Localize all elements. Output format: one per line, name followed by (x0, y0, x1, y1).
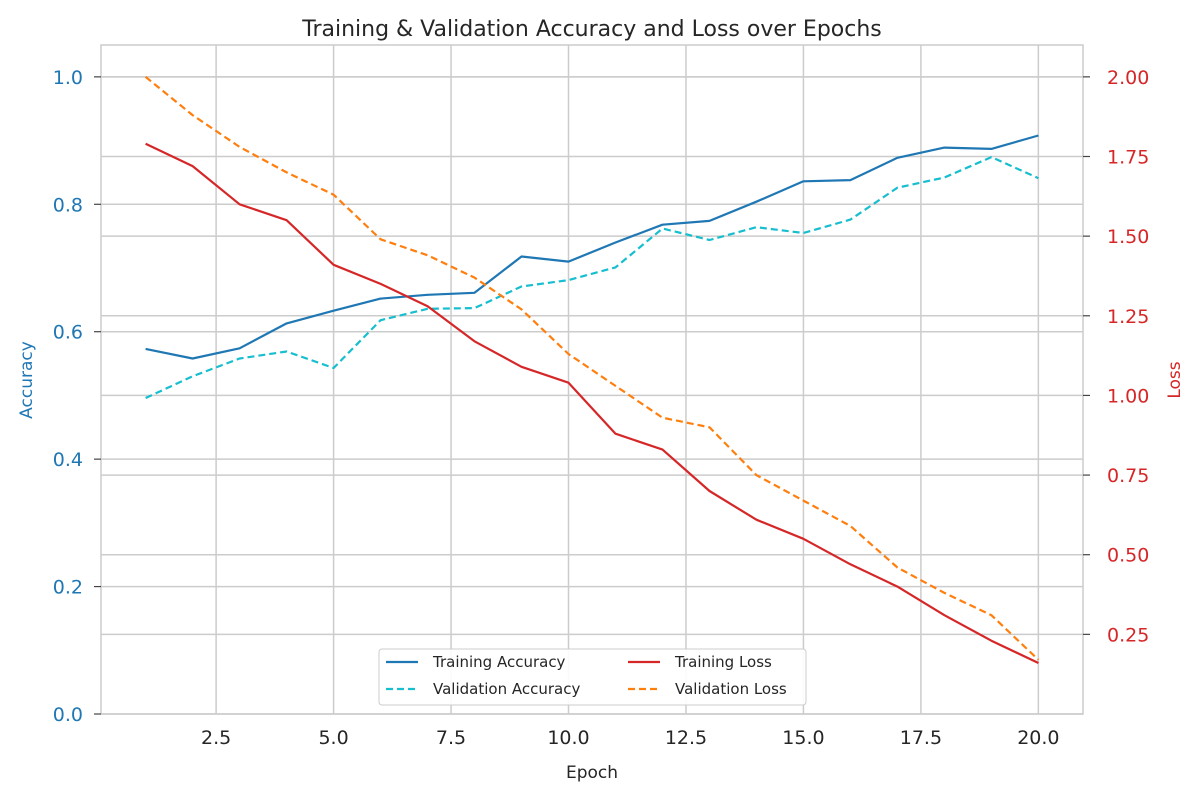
legend-label-validation-accuracy: Validation Accuracy (433, 680, 580, 698)
y-right-tick-label: 0.50 (1107, 545, 1149, 567)
y-right-tick-label: 0.25 (1107, 624, 1149, 646)
y-right-tick-label: 1.00 (1107, 385, 1149, 407)
y-left-tick-label: 0.4 (53, 449, 83, 471)
y-left-tick-label: 1.0 (53, 67, 83, 89)
y-right-tick-label: 1.50 (1107, 226, 1149, 248)
y-right-tick-label: 1.75 (1107, 147, 1149, 169)
y-left-tick-label: 0.0 (53, 704, 83, 726)
x-tick-label: 2.5 (201, 727, 231, 749)
legend: Training Accuracy Validation Accuracy Trai… (378, 648, 807, 706)
legend-label-training-loss: Training Loss (674, 653, 772, 671)
series-line-training-loss (145, 142, 1039, 664)
chart-title: Training & Validation Accuracy and Loss … (301, 17, 882, 42)
y-axis-right-label: Loss (1165, 361, 1185, 398)
y-right-tick-label: 0.75 (1107, 465, 1149, 487)
legend-box (378, 648, 807, 706)
series-line-training-accuracy (145, 134, 1039, 360)
y-left-tick-label: 0.2 (53, 577, 83, 599)
series-layer (144, 76, 1040, 664)
x-axis-label: Epoch (566, 763, 618, 783)
legend-label-validation-loss: Validation Loss (675, 680, 787, 698)
grid (101, 45, 1083, 715)
x-tick-label: 15.0 (782, 727, 824, 749)
x-tick-label: 17.5 (900, 727, 942, 749)
y-left-tick-label: 0.6 (53, 322, 83, 344)
plot-frame (100, 44, 1084, 715)
legend-label-training-accuracy: Training Accuracy (432, 653, 566, 671)
y-right-tick-label: 1.25 (1107, 306, 1149, 328)
x-tick-label: 7.5 (436, 727, 466, 749)
ticks-layer: 2.5 5.0 7.5 10.0 12.5 15.0 17.5 20.0 0.0 0.2 0.4 0.… (53, 67, 1150, 749)
x-tick-label: 5.0 (318, 727, 348, 749)
y-right-tick-label: 2.00 (1107, 67, 1149, 89)
x-tick-label: 20.0 (1017, 727, 1059, 749)
series-line-validation-loss (144, 76, 1040, 661)
x-tick-label: 10.0 (547, 727, 589, 749)
y-axis-left-label: Accuracy (17, 341, 37, 419)
y-left-tick-label: 0.8 (53, 194, 83, 216)
series-line-validation-accuracy (145, 156, 1039, 399)
x-tick-label: 12.5 (665, 727, 707, 749)
